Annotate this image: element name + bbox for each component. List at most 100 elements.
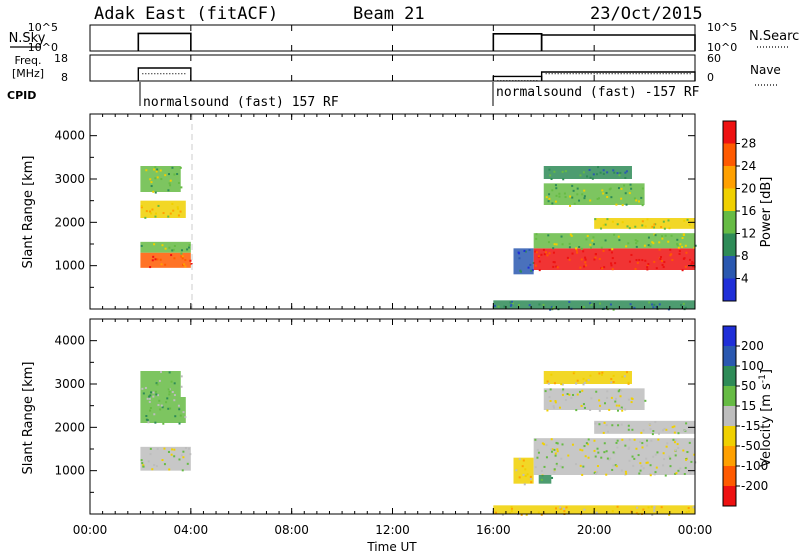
velocity-blobs-speckle (161, 406, 164, 409)
power-blobs-speckle (583, 265, 586, 268)
power-blobs-speckle (528, 304, 531, 307)
velocity-blobs-speckle (589, 408, 592, 411)
power-blobs-speckle (568, 258, 571, 261)
velocity-blobs-speckle (534, 466, 537, 469)
velocity-blobs-speckle (679, 467, 682, 470)
power-blobs-speckle (620, 187, 623, 190)
power-blobs-speckle (593, 258, 596, 261)
velocity-blobs-speckle (145, 418, 148, 421)
power-blobs-speckle (625, 170, 628, 173)
power-blobs-speckle (169, 184, 172, 187)
velocity-blobs-speckle (556, 442, 559, 445)
velocity-blobs-speckle (560, 383, 563, 386)
velocity-blobs-speckle (615, 465, 618, 468)
velocity-blobs-speckle (522, 473, 525, 476)
velocity-blobs-speckle (662, 429, 665, 432)
velocity-blobs-speckle (621, 438, 624, 441)
velocity-blobs-speckle (641, 442, 644, 445)
power-blobs-speckle (164, 174, 167, 177)
velocity-blobs-speckle (540, 469, 543, 472)
velocity-blobs-speckle (152, 391, 155, 394)
power-blobs-speckle (571, 196, 574, 199)
velocity-blobs-speckle (163, 463, 166, 466)
power-blobs-speckle (681, 245, 684, 248)
velocity-blobs-speckle (596, 471, 599, 474)
velocity-blobs-speckle (639, 469, 642, 472)
power-blobs-speckle (568, 242, 571, 245)
power-blobs-speckle (611, 220, 614, 223)
velocity-blobs-speckle (518, 458, 521, 461)
nsky-trace-2 (492, 33, 543, 51)
velocity-blobs-speckle (627, 398, 630, 401)
velocity-blobs-speckle (619, 395, 622, 398)
power-blobs-speckle (162, 212, 165, 215)
power-blobs-speckle (661, 263, 664, 266)
velocity-blobs-speckle (140, 459, 143, 462)
power-blobs-speckle (149, 210, 152, 213)
date-title: 23/Oct/2015 (590, 4, 703, 24)
cpid-row: CPID normalsound (fast) 157 RF normalsou… (7, 82, 700, 110)
velocity-blobs-speckle (153, 464, 156, 467)
velocity-blobs-speckle (584, 455, 587, 458)
velocity-blobs-speckle (616, 409, 619, 412)
power-blobs-speckle (663, 227, 666, 230)
power-blobs-speckle (140, 206, 143, 209)
power-panel-bg (90, 114, 695, 309)
velocity-blobs-speckle (174, 415, 177, 418)
power-blobs-speckle (555, 194, 558, 197)
velocity-blobs-speckle (653, 473, 656, 476)
velocity-blobs-speckle (603, 421, 606, 424)
velocity-blobs-speckle (594, 472, 597, 475)
power-blobs-speckle (679, 243, 682, 246)
velocity-blobs-speckle (155, 382, 158, 385)
power-blobs-speckle (659, 258, 662, 261)
freq-trace-1 (137, 67, 192, 81)
velocity-blobs-blob-8 (543, 388, 645, 410)
velocity-blobs-speckle (558, 406, 561, 409)
power-blobs-speckle (614, 262, 617, 265)
power-blobs-speckle (569, 195, 572, 198)
velocity-blobs-speckle (570, 396, 573, 399)
velocity-colorbar-swatch (723, 366, 736, 386)
power-blobs-speckle (644, 225, 647, 228)
power-blobs-speckle (633, 197, 636, 200)
velocity-colorbar-label: Velocity [m s-1] (758, 369, 774, 467)
power-blobs-speckle (551, 202, 554, 205)
velocity-blobs-speckle (673, 431, 676, 434)
power-blobs-speckle (608, 249, 611, 252)
power-blobs-speckle (583, 189, 586, 192)
velocity-blobs-speckle (555, 441, 558, 444)
velocity-blobs-speckle (666, 442, 669, 445)
power-blobs-speckle (678, 250, 681, 253)
power-blobs-speckle (634, 225, 637, 228)
power-blobs-speckle (641, 224, 644, 227)
velocity-blobs-speckle (553, 382, 556, 385)
power-blobs-speckle (556, 266, 559, 269)
power-blobs-speckle (625, 203, 628, 206)
power-blobs-speckle (602, 250, 605, 253)
power-blobs-speckle (641, 204, 644, 207)
velocity-blobs-speckle (529, 475, 532, 478)
power-blobs-speckle (538, 260, 541, 263)
velocity-blobs-speckle (674, 454, 677, 457)
power-blobs-speckle (659, 255, 662, 258)
velocity-blobs-speckle (653, 505, 656, 508)
velocity-blobs-speckle (598, 409, 601, 412)
velocity-blobs-speckle (548, 396, 551, 399)
power-blobs-blob-2 (140, 241, 191, 253)
velocity-blobs-speckle (662, 464, 665, 467)
power-blobs-speckle (651, 303, 654, 306)
power-colorbar-swatch (723, 278, 736, 301)
velocity-blobs-speckle (180, 385, 183, 388)
power-blobs-speckle (676, 238, 679, 241)
velocity-blobs-speckle (158, 399, 161, 402)
power-blobs-speckle (610, 262, 613, 265)
power-blobs-speckle (681, 269, 684, 272)
ytick-label: 3000 (54, 172, 85, 186)
power-blobs-speckle (560, 235, 563, 238)
power-blobs-speckle (690, 262, 693, 265)
power-blobs-speckle (156, 176, 159, 179)
power-blobs-speckle (156, 258, 159, 261)
velocity-blobs-speckle (515, 469, 518, 472)
velocity-blobs-speckle (562, 507, 565, 510)
